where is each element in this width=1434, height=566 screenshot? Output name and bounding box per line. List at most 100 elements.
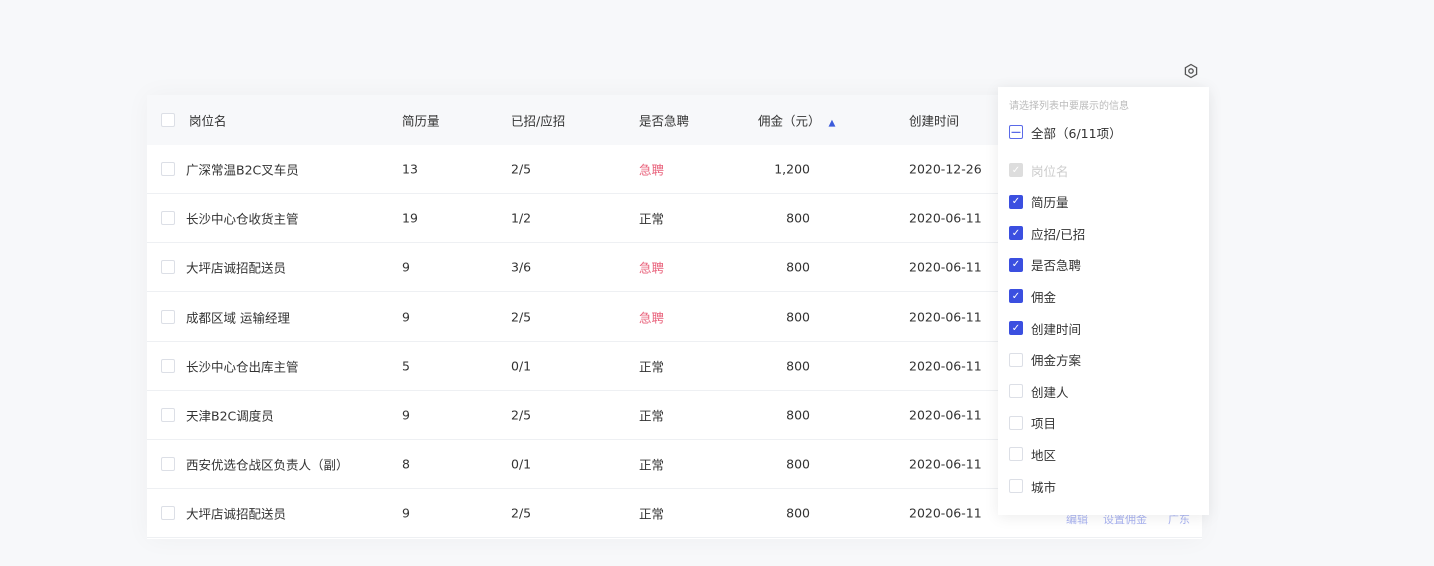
commission: 800 (786, 505, 810, 521)
gear-icon[interactable] (1183, 63, 1199, 79)
job-name[interactable]: 成都区域 运输经理 (186, 310, 290, 326)
column-option-label: 创建时间 (1031, 321, 1082, 337)
sort-icon[interactable]: ▲ (828, 118, 836, 129)
checked-checkbox-icon[interactable]: ✓ (1009, 257, 1023, 272)
header-commission[interactable]: 佣金（元） ▲ (758, 111, 835, 130)
commission: 800 (786, 358, 810, 374)
select-all-label: 全部（6/11项） (1031, 125, 1122, 141)
resume-count: 8 (402, 456, 410, 472)
commission: 800 (786, 210, 810, 226)
commission: 800 (786, 259, 810, 275)
hired-count: 0/1 (511, 358, 532, 374)
column-option-label: 地区 (1031, 447, 1057, 463)
resume-count: 19 (402, 210, 418, 226)
row-checkbox[interactable] (161, 162, 175, 176)
row-checkbox[interactable] (161, 506, 175, 521)
table-row: 西安优选仓战区负责人（副） 8 0/1 正常 800 2020-06-11 (147, 440, 1202, 490)
resume-count: 9 (402, 259, 410, 275)
job-name[interactable]: 长沙中心仓出库主管 (186, 359, 299, 375)
hired-count: 2/5 (511, 309, 532, 325)
header-created: 创建时间 (909, 113, 960, 129)
header-name: 岗位名 (189, 113, 227, 129)
table-row: 天津B2C调度员 9 2/5 正常 800 2020-06-11 (147, 391, 1202, 440)
column-option[interactable]: 创建人 (1009, 381, 1069, 401)
urgent-status: 正常 (639, 457, 665, 473)
created-date: 2020-06-11 (909, 407, 982, 423)
column-option[interactable]: 地区 (1009, 444, 1056, 464)
job-name[interactable]: 天津B2C调度员 (186, 408, 274, 424)
hired-count: 3/6 (511, 259, 532, 275)
urgent-status: 正常 (639, 359, 665, 375)
table-row: 长沙中心仓出库主管 5 0/1 正常 800 2020-06-11 (147, 342, 1202, 391)
table-row: 大坪店诚招配送员 9 3/6 急聘 800 2020-06-11 (147, 243, 1202, 293)
column-option-label: 岗位名 (1031, 163, 1069, 179)
row-checkbox[interactable] (161, 260, 175, 275)
checked-checkbox-icon[interactable]: ✓ (1009, 194, 1023, 209)
unchecked-checkbox-icon[interactable] (1009, 447, 1023, 462)
row-checkbox[interactable] (161, 309, 175, 324)
row-checkbox[interactable] (161, 457, 175, 472)
row-checkbox[interactable] (161, 211, 175, 226)
unchecked-checkbox-icon[interactable] (1009, 479, 1023, 493)
column-option[interactable]: ✓ 应招/已招 (1009, 223, 1085, 243)
column-option: ✓ 岗位名 (1009, 160, 1069, 180)
table-row: 广深常温B2C叉车员 13 2/5 急聘 1,200 2020-12-26 (147, 145, 1202, 194)
column-option-label: 城市 (1031, 479, 1057, 495)
created-date: 2020-06-11 (909, 358, 982, 374)
urgent-status: 正常 (639, 211, 665, 227)
urgent-status: 急聘 (639, 260, 665, 276)
unchecked-checkbox-icon[interactable] (1009, 415, 1023, 430)
row-checkbox[interactable] (161, 408, 175, 422)
column-option-label: 简历量 (1031, 195, 1069, 211)
header-commission-label: 佣金（元） (758, 113, 821, 129)
column-option-label: 应招/已招 (1031, 226, 1086, 242)
job-name[interactable]: 大坪店诚招配送员 (186, 260, 287, 276)
created-date: 2020-06-11 (909, 210, 982, 226)
created-date: 2020-06-11 (909, 505, 982, 521)
checked-checkbox-icon[interactable]: ✓ (1009, 226, 1023, 241)
table-row: 大坪店诚招配送员 9 2/5 正常 800 2020-06-11 (147, 489, 1202, 539)
checked-checkbox-icon: ✓ (1009, 163, 1023, 177)
header-hired: 已招/应招 (511, 113, 566, 129)
column-option-label: 佣金方案 (1031, 353, 1082, 369)
column-option[interactable]: ✓ 佣金 (1009, 286, 1056, 306)
indeterminate-checkbox[interactable]: — (1009, 125, 1023, 139)
resume-count: 9 (402, 505, 410, 521)
region-text: 广东 (1168, 513, 1190, 526)
column-option[interactable]: 佣金方案 (1009, 350, 1081, 370)
select-all-columns[interactable]: — 全部（6/11项） (1009, 122, 1122, 142)
job-name[interactable]: 长沙中心仓收货主管 (186, 211, 299, 227)
header-urgent: 是否急聘 (639, 113, 690, 129)
column-option-label: 项目 (1031, 416, 1057, 432)
header-resumes: 简历量 (402, 113, 440, 129)
urgent-status: 急聘 (639, 162, 665, 178)
commission: 800 (786, 309, 810, 325)
unchecked-checkbox-icon[interactable] (1009, 384, 1023, 399)
job-name[interactable]: 大坪店诚招配送员 (186, 506, 287, 522)
commission: 800 (786, 407, 810, 423)
column-option[interactable]: 城市 (1009, 476, 1056, 496)
hired-count: 2/5 (511, 505, 532, 521)
urgent-status: 急聘 (639, 310, 665, 326)
job-name[interactable]: 西安优选仓战区负责人（副） (186, 457, 349, 473)
column-picker-hint: 请选择列表中要展示的信息 (1009, 101, 1129, 112)
created-date: 2020-06-11 (909, 456, 982, 472)
table-row: 成都区域 运输经理 9 2/5 急聘 800 2020-06-11 (147, 293, 1202, 342)
commission: 1,200 (774, 161, 810, 177)
created-date: 2020-12-26 (909, 161, 982, 177)
column-option[interactable]: ✓ 创建时间 (1009, 318, 1081, 338)
commission: 800 (786, 456, 810, 472)
hired-count: 2/5 (511, 407, 532, 423)
edit-link[interactable]: 编辑 (1066, 513, 1088, 526)
column-option[interactable]: ✓ 是否急聘 (1009, 255, 1081, 275)
checked-checkbox-icon[interactable]: ✓ (1009, 289, 1023, 304)
resume-count: 13 (402, 161, 418, 177)
select-all-checkbox[interactable] (161, 113, 175, 127)
column-option[interactable]: ✓ 简历量 (1009, 192, 1069, 212)
column-option[interactable]: 项目 (1009, 413, 1056, 433)
checked-checkbox-icon[interactable]: ✓ (1009, 321, 1023, 335)
set-commission-link[interactable]: 设置佣金 (1103, 513, 1147, 526)
job-name[interactable]: 广深常温B2C叉车员 (186, 162, 299, 178)
row-checkbox[interactable] (161, 358, 175, 373)
unchecked-checkbox-icon[interactable] (1009, 352, 1023, 367)
